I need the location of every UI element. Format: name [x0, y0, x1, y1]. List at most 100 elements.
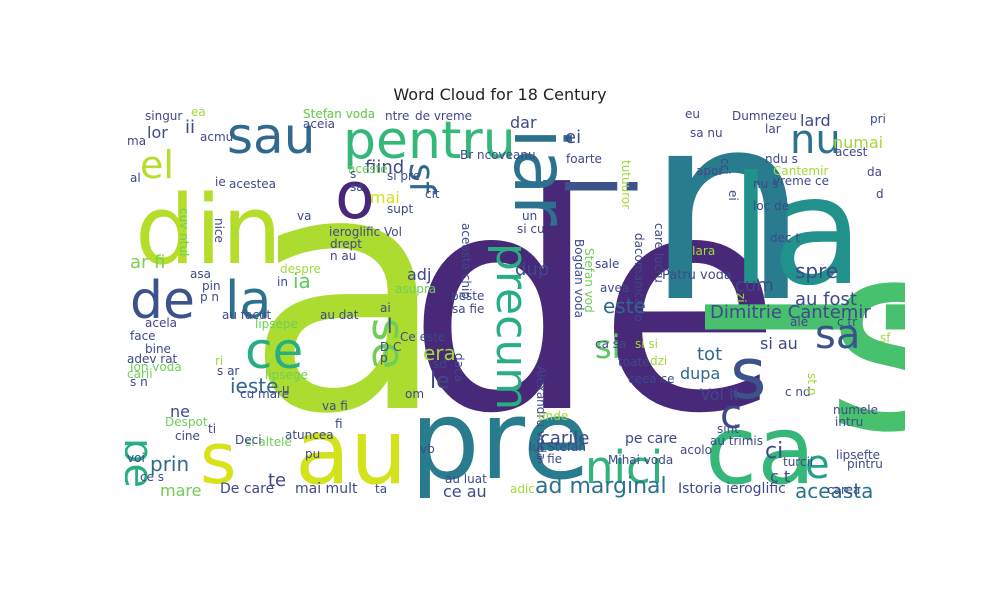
- word-13: pentru: [343, 111, 516, 171]
- word-69: mai mult: [295, 481, 358, 497]
- word-63: si au: [760, 334, 798, 353]
- word-158: ma: [127, 134, 146, 148]
- word-35: ieste: [230, 374, 278, 398]
- word-73: Cantemir: [773, 164, 828, 178]
- word-117: bine: [145, 342, 171, 356]
- word-149: si si: [635, 337, 658, 351]
- word-56: dar: [510, 113, 537, 132]
- word-67: Istoria ieroglific: [678, 481, 786, 497]
- word-84: dacomanica ro: [632, 233, 646, 322]
- word-174: D C: [380, 340, 401, 354]
- word-32: aceasta: [795, 479, 873, 498]
- word-6: pre: [410, 376, 590, 498]
- word-152: lar: [765, 122, 781, 136]
- word-122: supt: [387, 202, 413, 216]
- word-21: sa: [815, 312, 860, 358]
- word-71: Patru voda: [662, 268, 732, 283]
- word-38: le: [430, 369, 450, 394]
- word-86: foarte: [566, 152, 602, 166]
- word-190: tutuuror: [619, 160, 633, 209]
- word-20: ce: [245, 322, 303, 380]
- word-148: ca sa: [595, 337, 626, 351]
- word-30: si: [595, 328, 621, 366]
- word-113: cine: [175, 429, 200, 443]
- word-136: au luat: [445, 472, 487, 486]
- word-40: ia: [293, 269, 311, 293]
- word-12: i: [542, 173, 652, 199]
- word-64: c t: [770, 467, 790, 486]
- word-90: de vreme: [415, 109, 472, 123]
- word-77: sa fie: [452, 302, 484, 316]
- word-154: nu s: [753, 177, 778, 191]
- word-116: acela: [145, 316, 177, 330]
- word-120: Ion voda: [130, 360, 182, 374]
- word-177: om: [405, 387, 424, 401]
- word-76: peste: [451, 289, 484, 303]
- word-151: sa nu: [690, 126, 723, 140]
- word-79: avea: [600, 281, 629, 295]
- word-192: st p: [805, 373, 819, 395]
- word-81: Alexandru voda: [534, 366, 548, 460]
- word-172: p n: [200, 290, 219, 304]
- word-1: a: [245, 108, 447, 486]
- word-170: asa: [190, 267, 211, 281]
- word-165: b: [230, 223, 238, 237]
- word-78: sale: [595, 257, 619, 271]
- word-36: prin: [150, 452, 189, 476]
- word-146: sf: [880, 331, 891, 345]
- word-cloud-canvas: deasinlapreaucadinssipentrusauiarprecuml…: [125, 108, 905, 498]
- word-46: cum: [735, 275, 774, 296]
- word-16: precum: [486, 243, 537, 410]
- word-98: si altele: [245, 435, 292, 449]
- word-102: numele: [833, 403, 878, 417]
- word-0: de: [407, 130, 782, 479]
- word-162: ie: [215, 175, 226, 189]
- word-29: sf: [401, 163, 441, 194]
- word-99: atuncea: [285, 428, 334, 442]
- word-11: s: [730, 333, 766, 415]
- word-137: s fie: [537, 452, 562, 466]
- word-14: sau: [227, 108, 315, 165]
- word-5: la: [730, 145, 864, 319]
- word-72: Dumnezeu: [732, 109, 797, 123]
- word-47: Dimitrie Cantemir: [710, 302, 871, 323]
- word-180: s n: [130, 375, 148, 389]
- word-147: c nd: [785, 385, 811, 399]
- word-87: Br ncoveanu: [460, 148, 536, 162]
- word-39: ci: [765, 439, 783, 464]
- word-104: sint: [717, 422, 739, 436]
- word-178: ri: [215, 354, 223, 368]
- word-33: au fost: [795, 289, 857, 310]
- word-150: dzi: [650, 354, 667, 368]
- word-107: loc de: [753, 199, 789, 213]
- word-134: unde: [538, 409, 568, 423]
- word-142: despre: [280, 262, 321, 276]
- word-37: era: [423, 341, 456, 365]
- word-49: tot: [697, 344, 722, 365]
- word-53: ne: [170, 402, 190, 421]
- word-15: iar: [497, 128, 585, 226]
- word-163: cuv ntul: [177, 208, 191, 256]
- word-114: voi: [127, 451, 145, 465]
- word-130: au facut: [222, 308, 272, 322]
- word-121: drept: [330, 237, 362, 251]
- word-167: n au: [330, 249, 356, 263]
- word-156: pri: [870, 112, 886, 126]
- word-141: ta: [375, 482, 387, 496]
- word-184: pu: [305, 447, 320, 461]
- word-65: Vol II: [700, 385, 738, 404]
- word-68: De care: [220, 481, 274, 497]
- word-109: singur: [145, 109, 182, 123]
- word-60: adj: [407, 265, 431, 284]
- word-41: spre: [795, 259, 838, 283]
- word-168: au dat: [320, 308, 359, 322]
- word-188: un: [522, 209, 537, 223]
- word-159: al: [130, 171, 141, 185]
- word-127: aceia: [303, 117, 335, 131]
- word-17: la: [225, 271, 271, 331]
- word-62: ce au: [443, 482, 487, 498]
- word-96: turcii: [783, 455, 813, 469]
- word-118: adev rat: [127, 352, 178, 366]
- word-161: acmu: [200, 130, 233, 144]
